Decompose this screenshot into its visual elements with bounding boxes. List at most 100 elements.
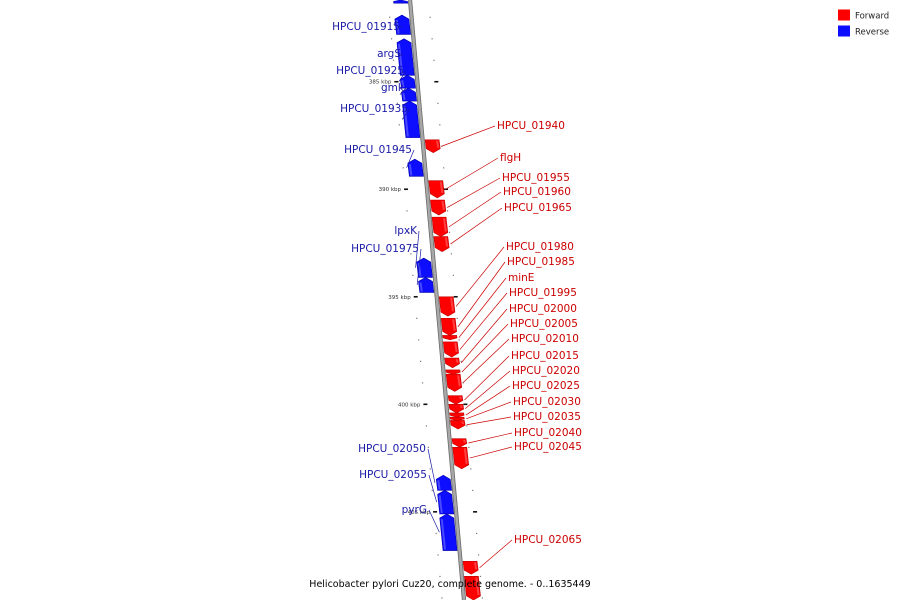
gene-leader-line xyxy=(399,87,407,95)
gene-hpcu_01965-arrow[interactable] xyxy=(433,236,450,252)
minor-tick-left xyxy=(410,253,412,255)
gene-leader-line xyxy=(460,308,508,364)
gene-hpcu_02025-arrow[interactable] xyxy=(449,412,465,418)
gene-label-hpcu_02015[interactable]: HPCU_02015 xyxy=(511,350,579,362)
gene-label-hpcu_02035[interactable]: HPCU_02035 xyxy=(513,411,581,423)
minor-tick-right xyxy=(476,532,478,535)
minor-tick-right xyxy=(481,597,484,599)
gene-hpcu_01985-arrow[interactable] xyxy=(440,317,458,336)
gene-label-flgh[interactable]: flgH xyxy=(500,152,521,164)
gene-hpcu_01935-arrow[interactable] xyxy=(402,100,421,138)
minor-tick-right xyxy=(448,231,451,233)
minor-tick-left xyxy=(412,274,414,276)
gene-hpcu_02015-arrow[interactable] xyxy=(447,395,464,405)
gene-label-hpcu_02005[interactable]: HPCU_02005 xyxy=(510,318,578,330)
gene-leader-line xyxy=(455,246,505,307)
gene-shading xyxy=(403,106,409,137)
gene-label-hpcu_01985[interactable]: HPCU_01985 xyxy=(507,256,575,268)
genome-backbone xyxy=(407,0,467,600)
gene-shading xyxy=(440,518,447,550)
major-tick-left xyxy=(423,403,428,406)
minor-tick-right xyxy=(429,16,431,18)
minor-tick-left xyxy=(408,231,410,233)
gene-label-hpcu_01945[interactable]: HPCU_01945 xyxy=(344,144,412,156)
gene-leader-line xyxy=(441,125,496,147)
gene-label-hpcu_02000[interactable]: HPCU_02000 xyxy=(509,303,577,315)
gene-label-hpcu_01955[interactable]: HPCU_01955 xyxy=(502,172,570,184)
gene-hpcu_02030-arrow[interactable] xyxy=(449,416,465,421)
minor-tick-left xyxy=(396,102,398,104)
gene-leader-line xyxy=(462,338,510,384)
minor-tick-right xyxy=(452,274,454,276)
gene-label-lpxk[interactable]: lpxK xyxy=(394,225,418,237)
gene-hpcu_01915-arrow[interactable] xyxy=(394,14,411,35)
minor-tick-right xyxy=(468,446,470,449)
minor-tick-right xyxy=(460,360,462,362)
tick-label: 385 kbp xyxy=(369,80,392,86)
gene-leader-line xyxy=(457,261,506,328)
gene-hpcu_02000-arrow[interactable] xyxy=(444,357,460,369)
gene-shading xyxy=(402,93,406,101)
gene-label-hpcu_02025[interactable]: HPCU_02025 xyxy=(512,380,580,392)
gene-shading xyxy=(461,421,465,425)
gene-mine-arrow[interactable] xyxy=(442,335,458,341)
minor-tick-left xyxy=(421,382,424,384)
gene-leader-line xyxy=(479,539,513,569)
gene-hpcu_02065-arrow[interactable] xyxy=(462,560,479,575)
gene-hpcu_02040-arrow[interactable] xyxy=(451,438,468,448)
minor-tick-right xyxy=(439,124,441,126)
gene-label-gmk[interactable]: gmk xyxy=(381,82,405,94)
minor-tick-right xyxy=(446,210,449,212)
gene-hpcu_01980-arrow[interactable] xyxy=(438,296,456,317)
minor-tick-left xyxy=(429,468,431,470)
minor-tick-right xyxy=(443,167,445,169)
gene-label-hpcu_02010[interactable]: HPCU_02010 xyxy=(511,333,579,345)
gene-pyrg-arrow[interactable] xyxy=(439,513,458,551)
gene-shading xyxy=(463,448,468,464)
minor-tick-left xyxy=(441,597,443,599)
gene-flgh-arrow[interactable] xyxy=(428,180,445,199)
gene-label-hpcu_02065[interactable]: HPCU_02065 xyxy=(514,534,582,546)
gene-hpcu_01960-arrow[interactable] xyxy=(431,216,449,237)
gene-label-hpcu_01915[interactable]: HPCU_01915 xyxy=(332,21,400,33)
minor-tick-left xyxy=(435,532,437,535)
gene-label-hpcu_02020[interactable]: HPCU_02020 xyxy=(512,365,580,377)
gene-label-hpcu_01935[interactable]: HPCU_01935 xyxy=(340,103,408,115)
gene-label-hpcu_01975[interactable]: HPCU_01975 xyxy=(351,243,419,255)
gene-hpcu_02035-arrow[interactable] xyxy=(449,420,466,430)
gene-label-hpcu_01995[interactable]: HPCU_01995 xyxy=(509,287,577,299)
gene-label-hpcu_02040[interactable]: HPCU_02040 xyxy=(514,427,582,439)
tick-label: 390 kbp xyxy=(379,187,402,193)
minor-tick-right xyxy=(458,339,460,341)
gene-leader-line xyxy=(466,401,512,420)
gene-hpcu_02010-arrow[interactable] xyxy=(445,373,463,392)
gene-label-pyrg[interactable]: pyrG xyxy=(402,504,427,516)
gene-hpcu_01975-arrow[interactable] xyxy=(418,277,435,293)
gene-partial-arrow[interactable] xyxy=(464,576,481,600)
gene-label-hpcu_01965[interactable]: HPCU_01965 xyxy=(504,202,572,214)
gene-label-hpcu_01960[interactable]: HPCU_01960 xyxy=(503,186,571,198)
legend-forward-swatch xyxy=(838,9,850,21)
gene-hpcu_01995-arrow[interactable] xyxy=(442,341,459,358)
gene-label-hpcu_02045[interactable]: HPCU_02045 xyxy=(514,441,582,453)
legend-reverse-label: Reverse xyxy=(855,28,889,38)
gene-partial-arrow[interactable] xyxy=(393,0,409,4)
gene-hpcu_02005-arrow[interactable] xyxy=(445,369,461,375)
gene-label-hpcu_02055[interactable]: HPCU_02055 xyxy=(359,469,427,481)
gene-leader-line xyxy=(447,177,501,208)
gene-leader-line xyxy=(458,277,507,338)
gene-hpcu_01955-arrow[interactable] xyxy=(430,199,447,216)
gene-label-hpcu_02050[interactable]: HPCU_02050 xyxy=(358,443,426,455)
gene-label-mine[interactable]: minE xyxy=(508,272,534,284)
gene-hpcu_02020-arrow[interactable] xyxy=(448,404,464,414)
minor-tick-right xyxy=(466,425,468,427)
gene-label-hpcu_01940[interactable]: HPCU_01940 xyxy=(497,120,565,132)
gene-label-hpcu_01925[interactable]: HPCU_01925 xyxy=(336,65,404,77)
minor-tick-right xyxy=(437,102,439,104)
gene-label-args[interactable]: argS xyxy=(377,48,401,60)
gene-shading xyxy=(419,282,423,292)
gene-label-hpcu_02030[interactable]: HPCU_02030 xyxy=(513,396,581,408)
gene-hpcu_02045-arrow[interactable] xyxy=(452,447,470,470)
gene-hpcu_01940-arrow[interactable] xyxy=(424,139,441,154)
gene-label-hpcu_01980[interactable]: HPCU_01980 xyxy=(506,241,574,253)
